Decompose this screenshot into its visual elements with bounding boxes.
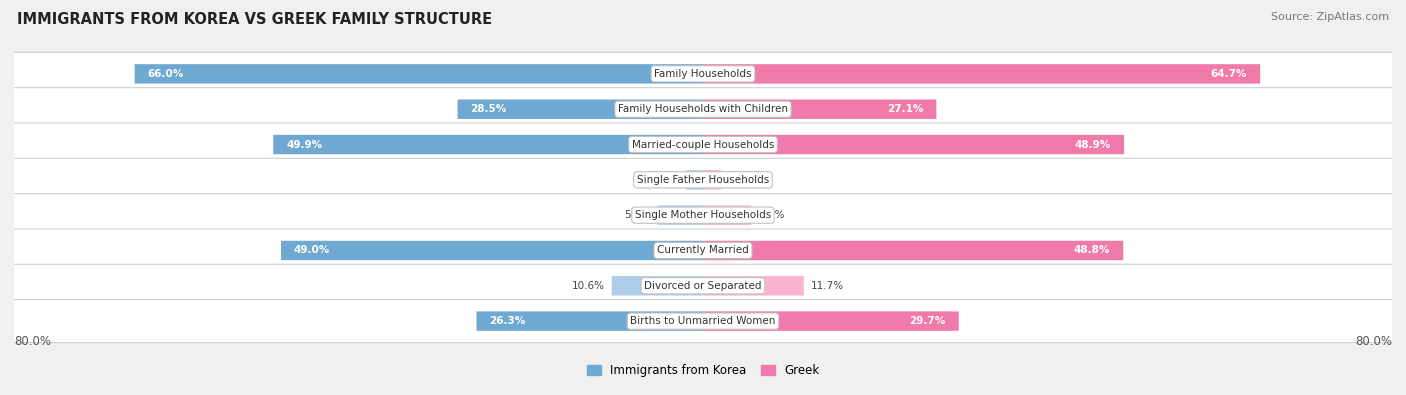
FancyBboxPatch shape [10, 123, 1396, 166]
Text: Single Mother Households: Single Mother Households [636, 210, 770, 220]
FancyBboxPatch shape [703, 311, 959, 331]
FancyBboxPatch shape [612, 276, 703, 295]
Text: 48.8%: 48.8% [1074, 245, 1111, 256]
Text: Source: ZipAtlas.com: Source: ZipAtlas.com [1271, 12, 1389, 22]
Text: Currently Married: Currently Married [657, 245, 749, 256]
Text: 29.7%: 29.7% [910, 316, 946, 326]
FancyBboxPatch shape [10, 229, 1396, 272]
FancyBboxPatch shape [703, 205, 751, 225]
Text: 26.3%: 26.3% [489, 316, 526, 326]
Text: 10.6%: 10.6% [572, 281, 605, 291]
Legend: Immigrants from Korea, Greek: Immigrants from Korea, Greek [583, 361, 823, 381]
FancyBboxPatch shape [703, 100, 936, 119]
Text: 11.7%: 11.7% [811, 281, 844, 291]
FancyBboxPatch shape [10, 299, 1396, 342]
FancyBboxPatch shape [10, 264, 1396, 307]
Text: 49.9%: 49.9% [287, 139, 322, 150]
FancyBboxPatch shape [703, 276, 804, 295]
Text: 49.0%: 49.0% [294, 245, 330, 256]
Text: Family Households: Family Households [654, 69, 752, 79]
FancyBboxPatch shape [477, 311, 703, 331]
Text: 48.9%: 48.9% [1076, 139, 1111, 150]
Text: 5.6%: 5.6% [758, 210, 785, 220]
FancyBboxPatch shape [703, 241, 1123, 260]
Text: IMMIGRANTS FROM KOREA VS GREEK FAMILY STRUCTURE: IMMIGRANTS FROM KOREA VS GREEK FAMILY ST… [17, 12, 492, 27]
Text: 27.1%: 27.1% [887, 104, 924, 114]
FancyBboxPatch shape [10, 194, 1396, 237]
FancyBboxPatch shape [457, 100, 703, 119]
Text: 64.7%: 64.7% [1211, 69, 1247, 79]
FancyBboxPatch shape [703, 170, 721, 190]
Text: Divorced or Separated: Divorced or Separated [644, 281, 762, 291]
Text: Family Households with Children: Family Households with Children [619, 104, 787, 114]
FancyBboxPatch shape [10, 88, 1396, 131]
FancyBboxPatch shape [703, 135, 1125, 154]
Text: 2.1%: 2.1% [728, 175, 755, 185]
Text: 28.5%: 28.5% [471, 104, 506, 114]
Text: 80.0%: 80.0% [14, 335, 51, 348]
FancyBboxPatch shape [273, 135, 703, 154]
FancyBboxPatch shape [135, 64, 703, 84]
Text: 2.0%: 2.0% [652, 175, 679, 185]
FancyBboxPatch shape [10, 53, 1396, 96]
Text: Births to Unmarried Women: Births to Unmarried Women [630, 316, 776, 326]
FancyBboxPatch shape [10, 158, 1396, 201]
Text: Single Father Households: Single Father Households [637, 175, 769, 185]
FancyBboxPatch shape [703, 64, 1260, 84]
Text: Married-couple Households: Married-couple Households [631, 139, 775, 150]
Text: 5.3%: 5.3% [624, 210, 651, 220]
Text: 80.0%: 80.0% [1355, 335, 1392, 348]
FancyBboxPatch shape [658, 205, 703, 225]
FancyBboxPatch shape [686, 170, 703, 190]
Text: 66.0%: 66.0% [148, 69, 184, 79]
FancyBboxPatch shape [281, 241, 703, 260]
